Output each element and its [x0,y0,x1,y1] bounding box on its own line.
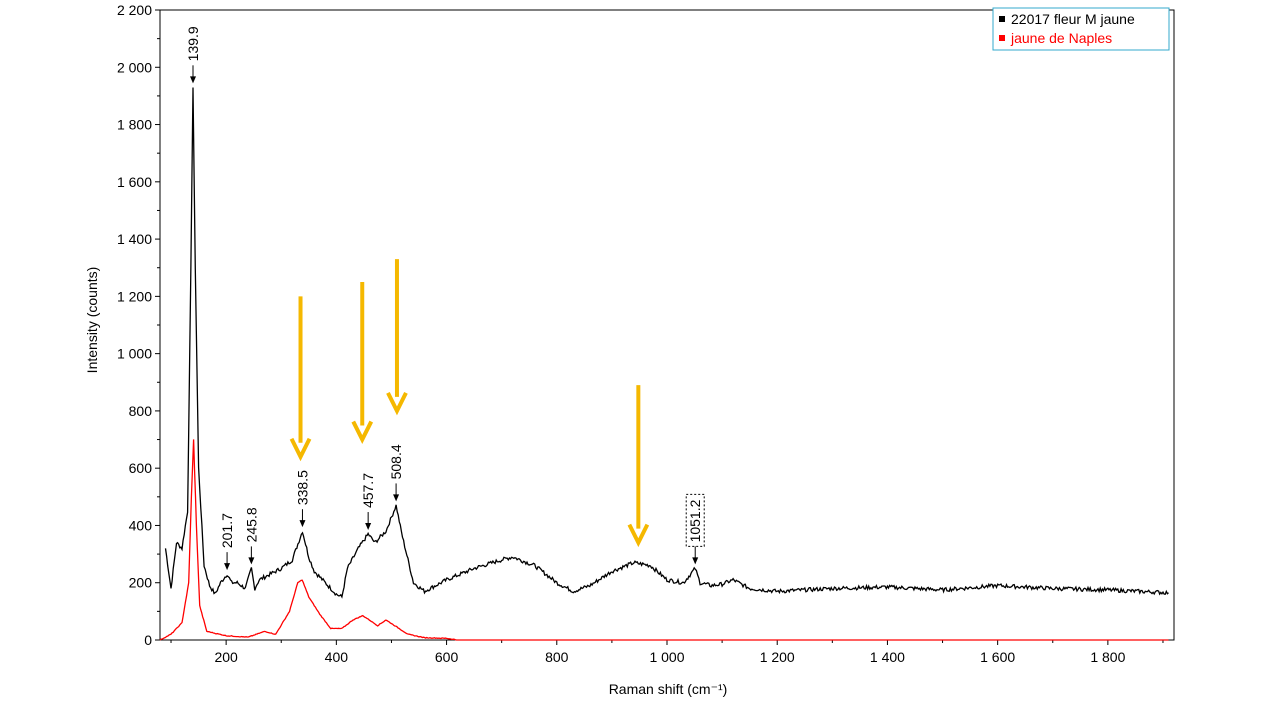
axes: 0 200 400 600 800 1 000 1 200 1 400 1 600 1 800 2 … [117,2,1175,665]
peak-label-group: 508.4 [388,444,404,502]
y-tick-label: 1 400 [117,231,152,247]
peak-label-group: 457.7 [360,473,376,531]
x-tick-label: 600 [435,649,459,665]
peak-arrow-head [299,520,306,528]
x-tick-label: 800 [545,649,569,665]
y-tick-label: 0 [144,632,152,648]
highlight-arrow-head [627,523,650,548]
y-tick-label: 2 200 [117,2,152,18]
peak-label-group: 139.9 [185,26,201,84]
peak-arrow-head [692,557,699,565]
highlight-arrow [351,282,374,445]
highlight-arrow [386,259,408,416]
series-line-1 [164,87,1169,599]
y-tick-label: 2 000 [117,59,152,75]
x-tick-label: 1 600 [980,649,1015,665]
y-tick-label: 1 600 [117,174,152,190]
peak-label: 245.8 [243,507,259,542]
peak-label-box [685,493,705,547]
highlight-arrow-head [351,420,374,445]
legend-entry: jaune de Naples [1010,30,1112,46]
y-tick-label: 1 200 [117,288,152,304]
legend-entry: 22017 fleur M jaune [1011,11,1135,27]
peak-arrow-head [365,523,372,531]
y-tick-label: 600 [129,460,153,476]
series-layer [159,87,1169,641]
legend: 22017 fleur M jaune jaune de Naples [992,7,1170,51]
highlight-arrow-head [289,437,312,462]
peak-label: 338.5 [294,470,310,505]
x-tick-label: 1 000 [649,649,684,665]
series-line-2 [159,439,1169,641]
x-tick-label: 1 400 [870,649,905,665]
peak-label-group: 338.5 [294,470,310,528]
peak-label-group: 201.7 [219,513,235,571]
x-tick-label: 200 [214,649,238,665]
x-tick-label: 1 800 [1090,649,1125,665]
annotations: 139.9 201.7 245.8 338.5 457.7 508.4 1051.2 [185,26,705,571]
peak-label: 139.9 [185,26,201,61]
y-tick-label: 1 000 [117,346,152,362]
peak-label: 201.7 [219,513,235,548]
highlight-arrow-head [386,392,408,416]
highlight-arrow [627,385,650,548]
plot-frame [159,9,1175,641]
peak-label: 508.4 [388,444,404,479]
legend-swatch [999,35,1005,41]
peak-label: 457.7 [360,473,376,508]
y-tick-label: 1 800 [117,117,152,133]
x-axis-label: Raman shift (cm⁻¹) [609,681,728,697]
peak-label-group: 245.8 [243,507,259,565]
highlight-arrow [289,296,312,462]
y-tick-label: 400 [129,517,153,533]
legend-box [992,7,1170,51]
peak-label: 1051.2 [687,499,703,542]
legend-swatch [999,16,1005,22]
peak-arrow-head [393,494,400,502]
y-axis-label: Intensity (counts) [84,267,100,374]
y-tick-label: 800 [129,403,153,419]
x-tick-label: 400 [325,649,349,665]
y-tick-label: 200 [129,575,153,591]
peak-label-group: 1051.2 [685,493,705,565]
x-tick-label: 1 200 [760,649,795,665]
peak-arrow-head [248,557,255,565]
peak-arrow-head [224,563,231,571]
peak-arrow-head [190,76,197,84]
